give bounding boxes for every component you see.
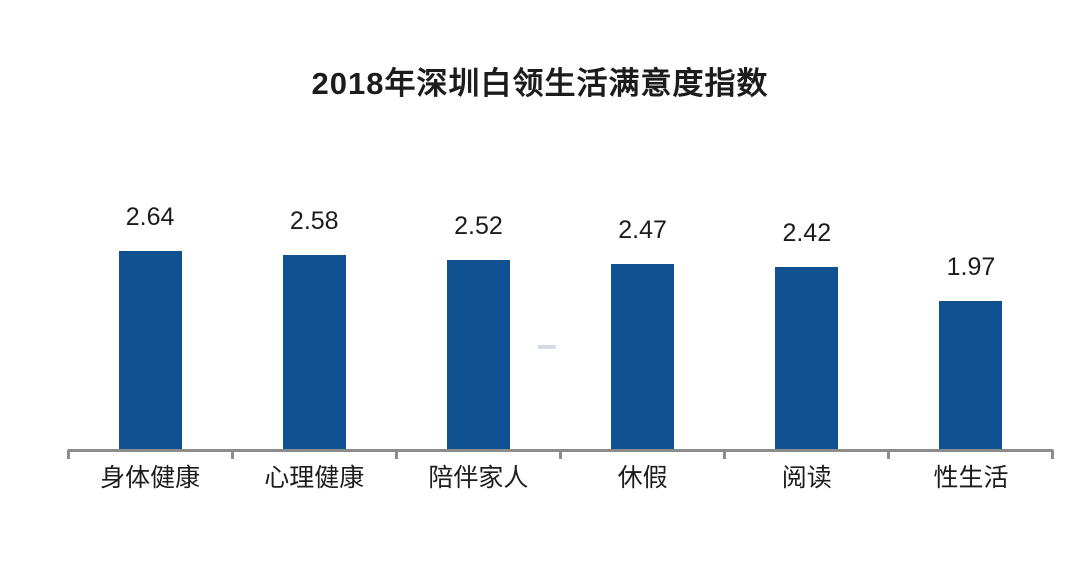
bar (775, 267, 839, 449)
bar-column: 2.42 (725, 203, 889, 449)
axis-tick (231, 450, 234, 459)
axis-tick (1051, 450, 1054, 459)
axis-tick (67, 450, 70, 459)
bar (939, 301, 1003, 449)
category-label: 性生活 (933, 464, 1009, 492)
bars-row: 2.64 2.58 2.52 2.47 2.42 1.97 (68, 203, 1053, 449)
axis-tick (887, 450, 890, 459)
bar-column: 2.58 (232, 203, 396, 449)
category-label: 休假 (617, 464, 668, 492)
bar-column: 1.97 (889, 203, 1053, 449)
bar (611, 264, 675, 449)
category-label: 心理健康 (264, 464, 365, 492)
bar-value-label: 2.42 (782, 218, 832, 247)
category-label: 阅读 (781, 464, 832, 492)
bar-column: 2.64 (68, 203, 232, 449)
bar-column: 2.47 (561, 203, 725, 449)
bar (282, 255, 346, 449)
axis-tick (395, 450, 398, 459)
axis-tick (559, 450, 562, 459)
bar (118, 251, 182, 449)
bar-value-label: 2.64 (125, 202, 175, 231)
bar-value-label: 2.52 (454, 211, 503, 240)
category-label: 身体健康 (100, 464, 201, 492)
bar-value-label: 2.58 (289, 206, 339, 235)
bar (446, 260, 510, 449)
bar-value-label: 1.97 (946, 252, 996, 281)
category-labels-row: 身体健康 心理健康 陪伴家人 休假 阅读 性生活 (68, 463, 1053, 493)
bar-value-label: 2.47 (618, 215, 667, 244)
bar-column: 2.52 (396, 203, 560, 449)
category-label: 陪伴家人 (428, 464, 529, 492)
x-axis-ticks (67, 450, 1054, 459)
axis-tick (723, 450, 726, 459)
watermark-dash (538, 345, 556, 349)
chart-title: 2018年深圳白领生活满意度指数 (311, 66, 769, 101)
